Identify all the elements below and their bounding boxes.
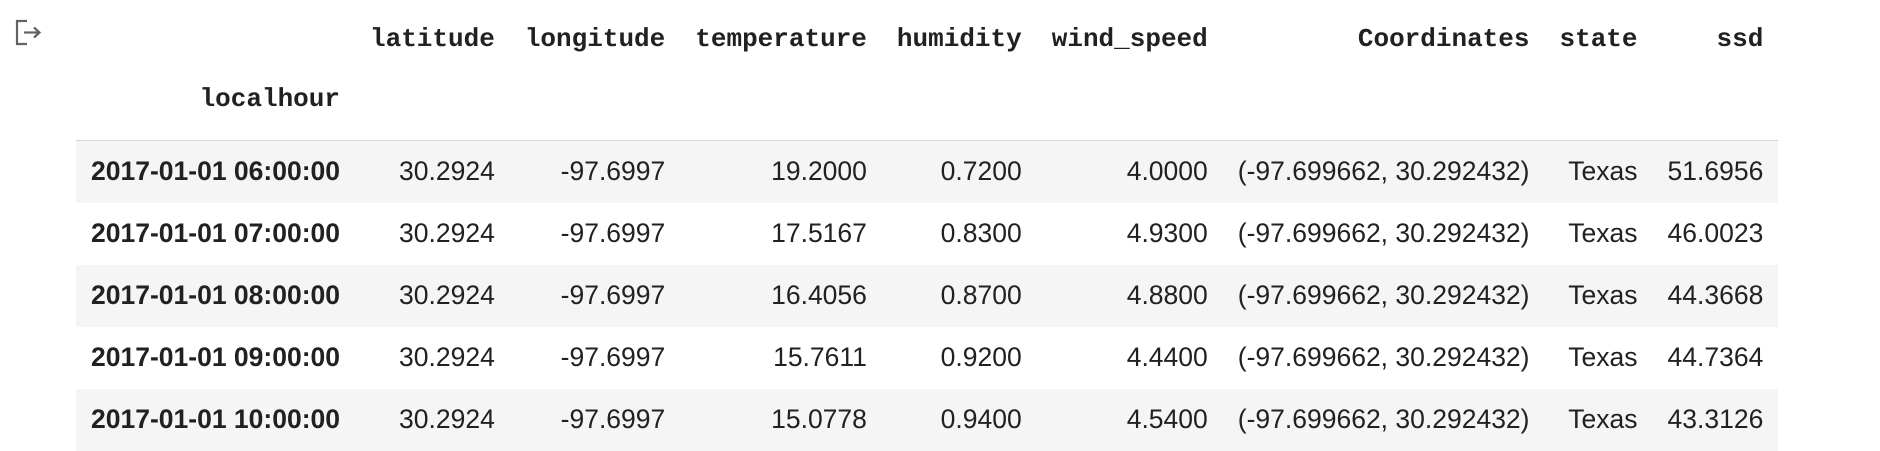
cell-output-area: latitude longitude temperature humidity … xyxy=(76,0,1876,451)
table-cell: 4.8800 xyxy=(1126,280,1208,310)
table-cell: 44.3668 xyxy=(1667,280,1764,310)
table-cell: 15.7611 xyxy=(773,342,867,372)
table-cell: -97.6997 xyxy=(560,342,666,372)
table-cell: 15.0778 xyxy=(771,404,867,434)
column-header: temperature xyxy=(695,24,867,54)
table-cell: 43.3126 xyxy=(1667,404,1764,434)
table-cell: 4.4400 xyxy=(1126,342,1208,372)
table-cell: -97.6997 xyxy=(560,404,666,434)
table-cell: -97.6997 xyxy=(560,280,666,310)
table-cell: Texas xyxy=(1568,280,1638,310)
table-cell: 4.0000 xyxy=(1126,156,1208,187)
table-cell: 30.2924 xyxy=(399,342,495,372)
table-cell: 4.9300 xyxy=(1126,218,1208,248)
column-header: wind_speed xyxy=(1051,24,1208,54)
table-row: 2017-01-01 07:00:00 30.2924 -97.6997 17.… xyxy=(76,202,1779,265)
table-cell: 0.8700 xyxy=(940,280,1022,310)
table-cell: 51.6956 xyxy=(1667,156,1764,187)
dataframe-table: latitude longitude temperature humidity … xyxy=(76,0,1779,451)
table-row: 2017-01-01 09:00:00 30.2924 -97.6997 15.… xyxy=(76,326,1779,389)
index-name: localhour xyxy=(199,84,340,114)
table-cell: 4.5400 xyxy=(1126,404,1208,434)
table-cell: -97.6997 xyxy=(560,218,666,248)
column-header: humidity xyxy=(896,24,1022,54)
table-cell: 44.7364 xyxy=(1667,342,1764,372)
row-index: 2017-01-01 06:00:00 xyxy=(91,156,340,187)
table-cell: 16.4056 xyxy=(771,280,867,310)
table-row: 2017-01-01 10:00:00 30.2924 -97.6997 15.… xyxy=(76,388,1779,451)
table-cell: (-97.699662, 30.292432) xyxy=(1237,342,1530,372)
table-cell: 46.0023 xyxy=(1667,218,1764,248)
table-cell: 30.2924 xyxy=(399,280,495,310)
index-column-blank xyxy=(76,0,355,78)
table-cell: 30.2924 xyxy=(399,404,495,434)
table-cell: -97.6997 xyxy=(560,156,666,187)
table-cell: (-97.699662, 30.292432) xyxy=(1237,280,1530,310)
table-cell: Texas xyxy=(1568,342,1638,372)
row-index: 2017-01-01 09:00:00 xyxy=(91,342,340,372)
index-name-row: localhour xyxy=(76,78,1779,141)
column-header: Coordinates xyxy=(1357,24,1530,54)
table-cell: 0.7200 xyxy=(940,156,1022,187)
table-cell: Texas xyxy=(1568,218,1638,248)
output-redirect-icon[interactable] xyxy=(14,18,46,48)
table-cell: Texas xyxy=(1568,156,1638,187)
table-cell: 0.8300 xyxy=(940,218,1022,248)
table-row: 2017-01-01 06:00:00 30.2924 -97.6997 19.… xyxy=(76,140,1779,203)
table-cell: (-97.699662, 30.292432) xyxy=(1237,218,1530,248)
column-header: latitude xyxy=(370,24,495,54)
row-index: 2017-01-01 10:00:00 xyxy=(91,404,340,434)
table-cell: (-97.699662, 30.292432) xyxy=(1237,156,1530,187)
column-header: longitude xyxy=(524,24,666,54)
row-index: 2017-01-01 07:00:00 xyxy=(91,218,340,248)
table-cell: 17.5167 xyxy=(771,218,867,248)
table-cell: 30.2924 xyxy=(399,156,495,187)
table-row: 2017-01-01 08:00:00 30.2924 -97.6997 16.… xyxy=(76,264,1779,327)
row-index: 2017-01-01 08:00:00 xyxy=(91,280,340,310)
table-cell: 0.9400 xyxy=(940,404,1022,434)
table-cell: 30.2924 xyxy=(399,218,495,248)
table-cell: 19.2000 xyxy=(771,156,867,187)
table-cell: (-97.699662, 30.292432) xyxy=(1237,404,1530,434)
table-cell: Texas xyxy=(1568,404,1638,434)
column-header-row: latitude longitude temperature humidity … xyxy=(76,0,1778,78)
column-header: ssd xyxy=(1716,24,1764,54)
column-header: state xyxy=(1559,24,1638,54)
table-cell: 0.9200 xyxy=(940,342,1022,372)
